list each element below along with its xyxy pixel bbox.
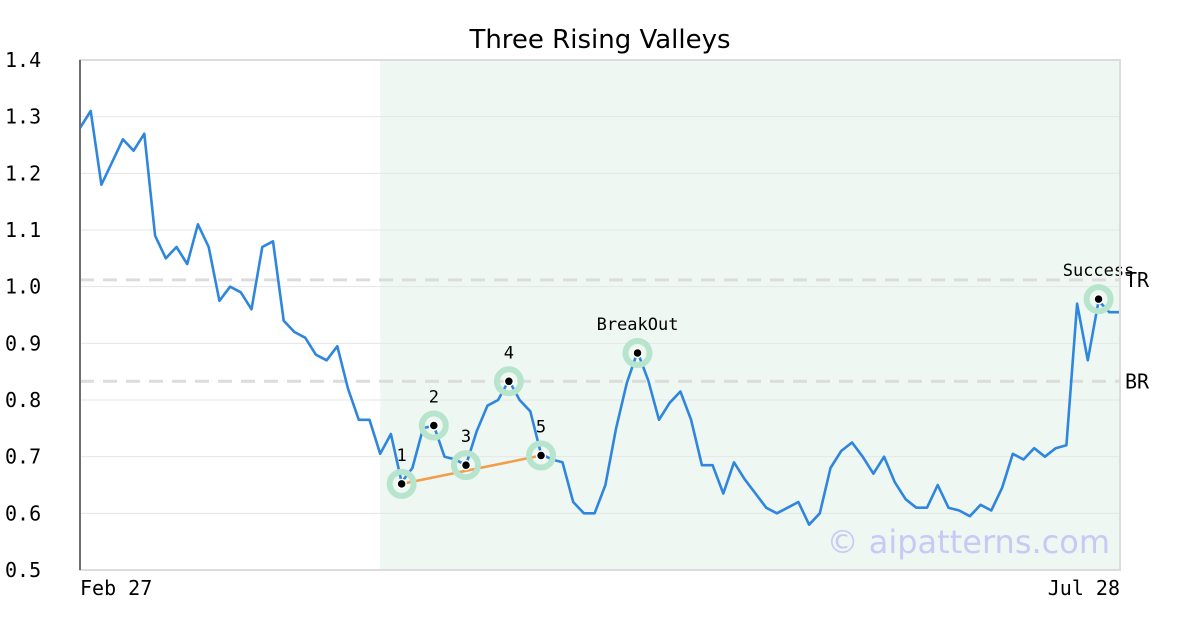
watermark: © aipatterns.com <box>827 523 1110 561</box>
chart-title: Three Rising Valleys <box>468 25 730 55</box>
level-label: TR <box>1125 268 1150 292</box>
marker-halo <box>493 366 524 397</box>
y-tick-label: 0.8 <box>5 388 41 412</box>
y-tick-label: 1.1 <box>5 218 41 242</box>
marker-dot <box>535 450 547 461</box>
grid <box>80 116 1120 514</box>
marker-halo <box>418 410 449 441</box>
price-line <box>78 109 1120 527</box>
marker-halo <box>1083 284 1114 315</box>
highlight-region <box>380 60 1120 570</box>
marker-halo <box>526 440 557 471</box>
marker-halo <box>386 468 417 499</box>
x-tick-label: Jul 28 <box>1048 576 1120 600</box>
y-tick-label: 1.3 <box>5 105 41 129</box>
marker-label: 3 <box>461 427 471 447</box>
valley-trend-line <box>401 454 542 486</box>
marker-halo <box>622 337 653 368</box>
markers: 1 2 3 4 5 BreakOut Success <box>386 261 1135 499</box>
marker-label: Success <box>1063 261 1135 281</box>
marker-label: BreakOut <box>597 315 679 335</box>
marker-label: 2 <box>429 388 439 408</box>
y-tick-label: 0.7 <box>5 445 41 469</box>
marker-dot <box>396 478 407 490</box>
x-tick-label: Feb 27 <box>80 576 152 600</box>
marker-label: 4 <box>504 343 514 363</box>
series <box>78 109 1120 527</box>
y-tick-label: 0.6 <box>5 501 41 525</box>
marker-dot <box>460 459 472 471</box>
y-tick-label: 1.4 <box>5 48 41 72</box>
axes: 0.5 0.6 0.7 0.8 0.9 1.0 1.1 1.2 1.3 1.4 Feb 27 Jul … <box>5 48 1121 600</box>
y-tick-label: 0.5 <box>5 558 41 582</box>
y-tick-label: 1.2 <box>5 161 41 185</box>
marker-dot <box>503 376 515 387</box>
marker-dot <box>632 347 643 359</box>
y-tick-label: 0.9 <box>5 331 41 355</box>
levels: TR BR <box>80 268 1150 393</box>
marker-label: 5 <box>536 418 546 438</box>
y-tick-label: 1.0 <box>5 275 41 299</box>
marker-halo <box>450 450 481 481</box>
pattern-line <box>401 454 542 486</box>
marker-dot <box>428 420 440 431</box>
level-label: BR <box>1125 369 1150 393</box>
highlight-region-rect <box>380 60 1120 570</box>
marker-label: 1 <box>397 446 407 466</box>
marker-dot <box>1093 293 1104 305</box>
